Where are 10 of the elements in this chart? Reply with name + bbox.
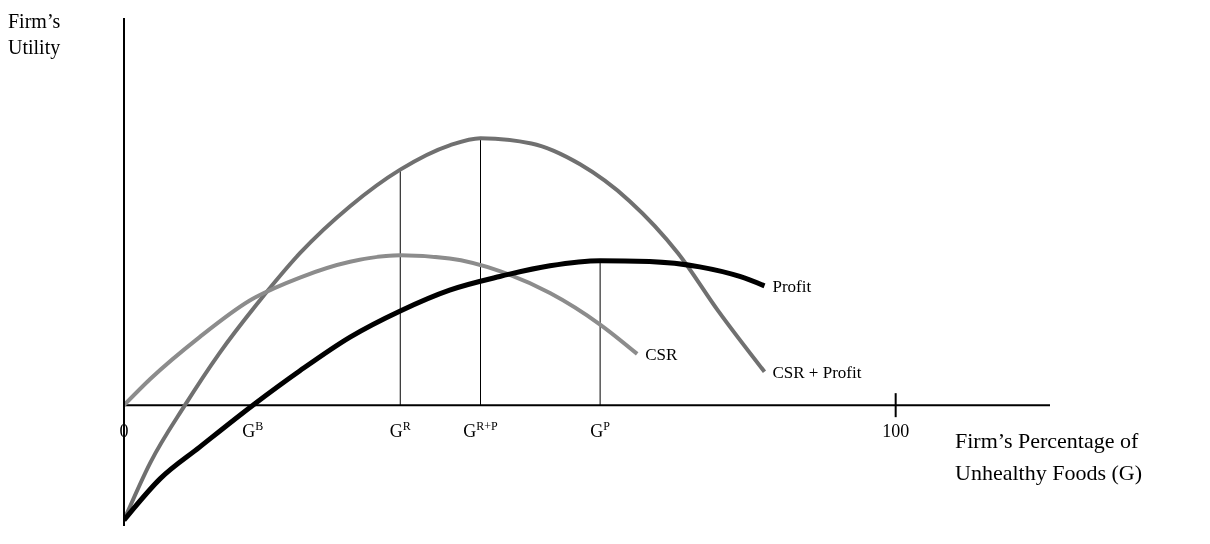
series-label: Profit (772, 276, 812, 296)
y-axis-title: Firm’s Utility (8, 10, 61, 58)
x-tick-label: G$^{R+P}$ (463, 419, 499, 442)
x-tick-label: G$^{B}$ (242, 419, 264, 442)
x-tick-label: G$^{R}$ (389, 419, 411, 442)
x-axis-title: Firm’s Percentage of Unhealthy Foods (G) (955, 427, 1143, 488)
x-tick-label: 100 (882, 421, 910, 442)
series-label: CSR (645, 344, 678, 364)
x-tick-label: G$^{P}$ (590, 419, 611, 442)
series-label: CSR + Profit (772, 362, 862, 382)
